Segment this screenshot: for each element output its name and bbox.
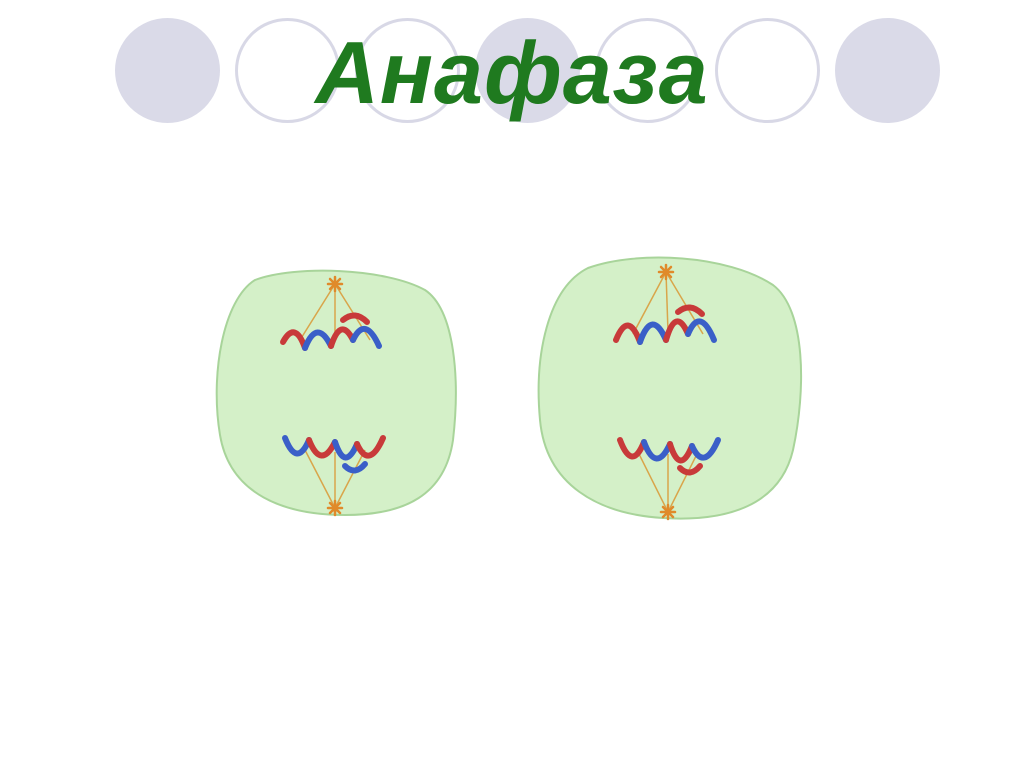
centrosome [328, 501, 342, 515]
cell-membrane [539, 258, 801, 519]
centrosome [328, 277, 342, 291]
anaphase-cell [528, 250, 808, 530]
cell-membrane [217, 271, 456, 515]
anaphase-cell [205, 260, 465, 520]
diagram-area [0, 0, 1024, 767]
centrosome [659, 265, 673, 279]
centrosome [661, 505, 675, 519]
